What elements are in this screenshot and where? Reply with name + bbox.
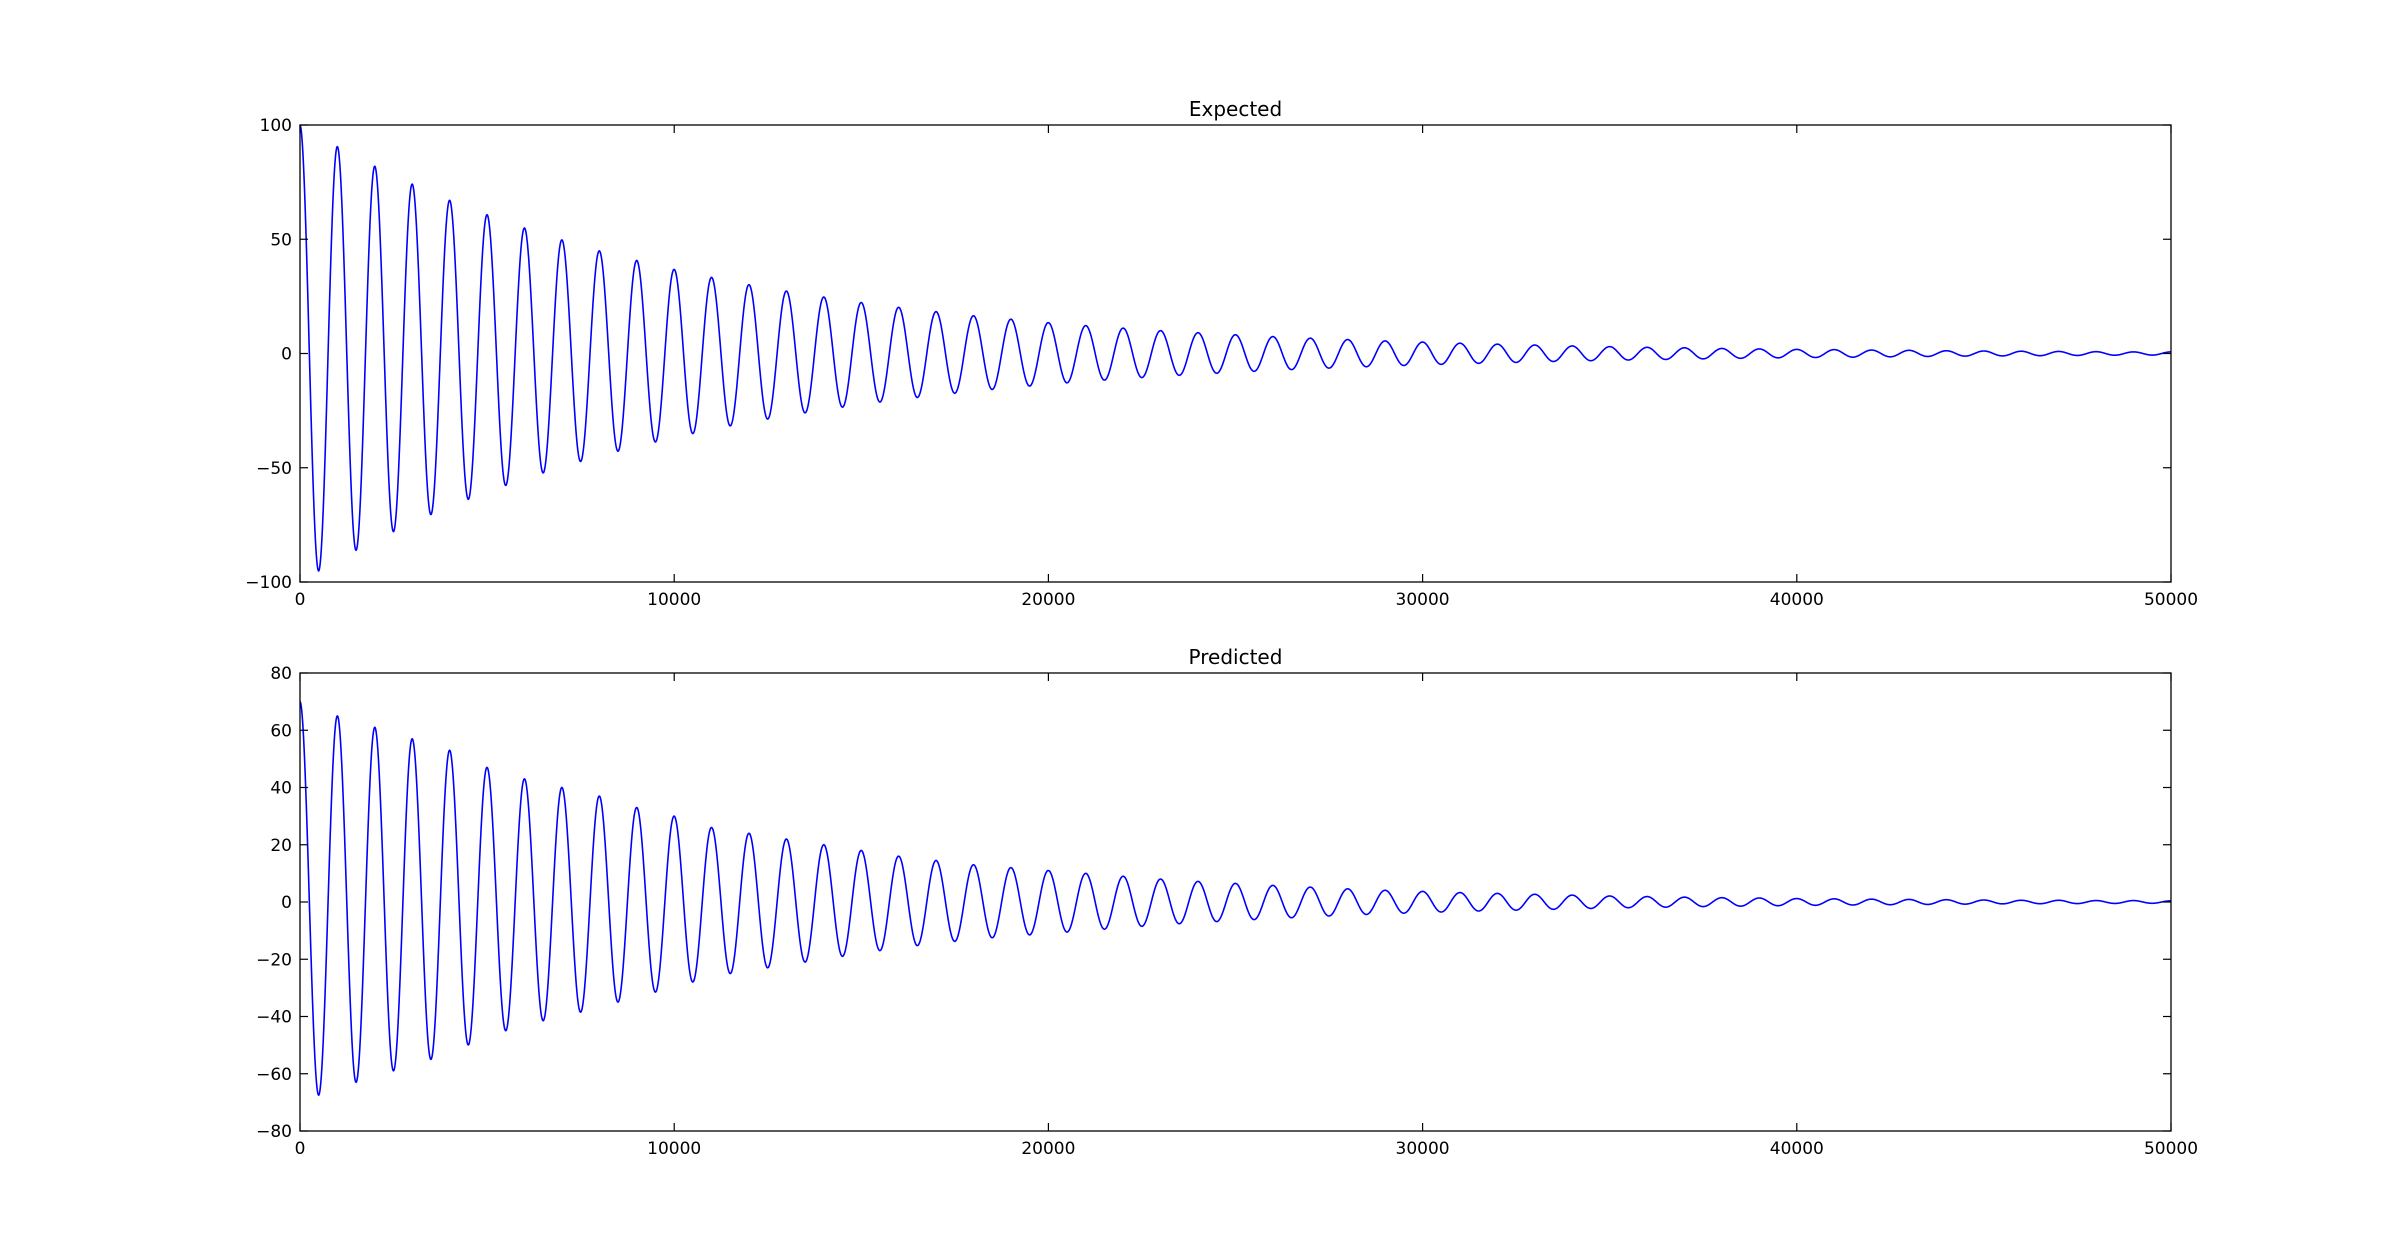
x-tick-label: 20000 (1021, 590, 1075, 610)
y-tick-label: 100 (260, 116, 292, 136)
x-tick-label: 50000 (2144, 1139, 2198, 1159)
chart-title: Expected (1189, 97, 1282, 121)
y-tick-label: −60 (256, 1065, 292, 1085)
series-line (299, 701, 2172, 1097)
y-tick-label: −100 (245, 573, 292, 593)
x-tick-label: 10000 (647, 1139, 701, 1159)
subplot-0: Expected 0 10000 20000 30000 40000 50000 100 50 0… (245, 97, 2198, 610)
y-tick-label: 0 (281, 893, 292, 913)
y-tick-label: 20 (270, 836, 292, 856)
y-tick-label: 0 (281, 345, 292, 365)
y-tick-label: 80 (270, 664, 292, 684)
y-tick-label: −50 (256, 459, 292, 479)
x-tick-label: 30000 (1396, 590, 1450, 610)
x-tick-label: 40000 (1770, 590, 1824, 610)
x-tick-label: 20000 (1021, 1139, 1075, 1159)
y-tick-label: −40 (256, 1008, 292, 1028)
x-tick-label: 40000 (1770, 1139, 1824, 1159)
series-line (299, 124, 2171, 572)
x-tick-label: 0 (295, 1139, 306, 1159)
subplot-1: Predicted 0 10000 20000 30000 40000 50000 80 60 4… (256, 645, 2198, 1159)
y-tick-label: 40 (270, 779, 292, 799)
y-tick-label: −80 (256, 1122, 292, 1142)
y-tick-label: 50 (270, 230, 292, 250)
x-tick-label: 0 (295, 590, 306, 610)
x-tick-label: 30000 (1396, 1139, 1450, 1159)
axes-frame (299, 124, 2172, 583)
y-tick-label: 60 (270, 721, 292, 741)
axes-frame (299, 672, 2172, 1132)
chart-title: Predicted (1189, 645, 1283, 669)
x-tick-label: 50000 (2144, 590, 2198, 610)
y-tick-label: −20 (256, 950, 292, 970)
x-tick-label: 10000 (647, 590, 701, 610)
